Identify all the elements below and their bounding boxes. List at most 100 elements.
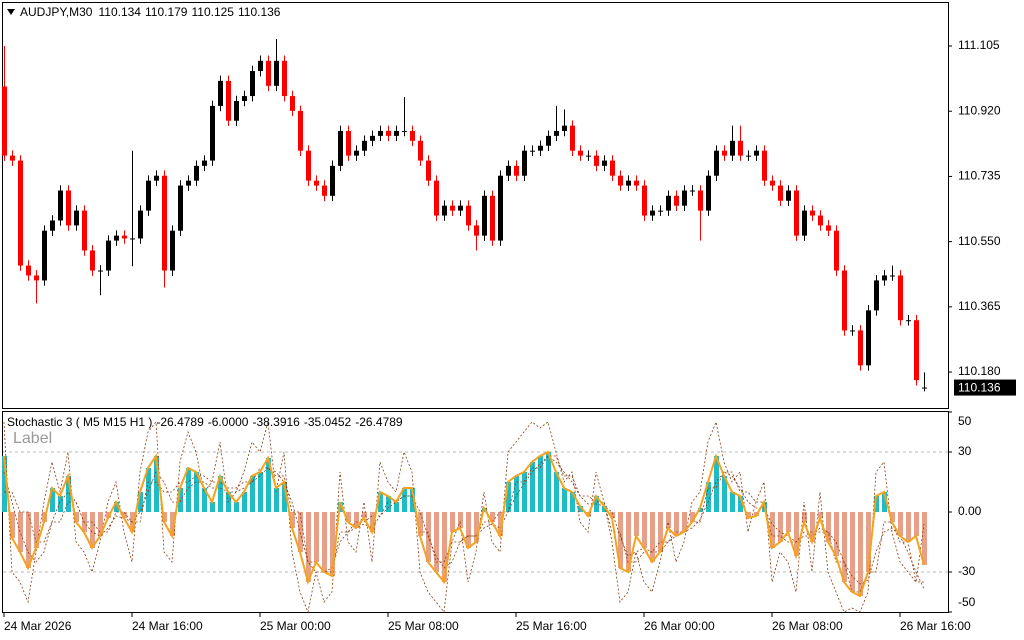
price-tag bbox=[954, 379, 1016, 396]
candle-body bbox=[466, 205, 471, 226]
y-tick-label: 110.365 bbox=[958, 299, 1001, 313]
candle-body bbox=[522, 150, 527, 176]
candle-body bbox=[402, 130, 407, 132]
candle-body bbox=[114, 235, 119, 241]
candle-body bbox=[762, 150, 767, 181]
histogram-bar bbox=[282, 482, 287, 512]
candle-body bbox=[498, 175, 503, 241]
candle-body bbox=[586, 155, 591, 157]
candle-body bbox=[82, 210, 87, 251]
histogram-bar bbox=[114, 502, 119, 512]
candle-body bbox=[18, 160, 23, 266]
histogram-bar bbox=[826, 512, 831, 542]
candle-body bbox=[602, 160, 607, 166]
candle-body bbox=[106, 240, 111, 271]
x-tick-label: 25 Mar 00:00 bbox=[260, 619, 331, 633]
histogram-bar bbox=[810, 512, 815, 542]
histogram-bar bbox=[834, 512, 839, 556]
candle-body bbox=[538, 145, 543, 151]
histogram-bar bbox=[674, 512, 679, 536]
histogram-bar bbox=[714, 456, 719, 512]
candle-body bbox=[666, 195, 671, 211]
x-tick-label: 25 Mar 16:00 bbox=[516, 619, 587, 633]
readout: -38.3916 bbox=[252, 415, 300, 429]
candle-body bbox=[778, 185, 783, 201]
candle-body bbox=[226, 80, 231, 121]
histogram-bar bbox=[690, 512, 695, 522]
candle-body bbox=[626, 180, 631, 186]
candle-body bbox=[842, 270, 847, 331]
histogram-bar bbox=[626, 512, 631, 572]
candle-body bbox=[650, 210, 655, 216]
x-tick-label: 24 Mar 16:00 bbox=[132, 619, 203, 633]
histogram-bar bbox=[514, 476, 519, 512]
candle-body bbox=[698, 190, 703, 211]
x-tick-label: 25 Mar 08:00 bbox=[388, 619, 459, 633]
candle-body bbox=[330, 165, 335, 196]
candle-body bbox=[722, 150, 727, 156]
histogram-bar bbox=[506, 482, 511, 512]
candle-body bbox=[682, 190, 687, 206]
histogram-bar bbox=[34, 512, 39, 548]
candle-body bbox=[418, 140, 423, 161]
candle-body bbox=[442, 205, 447, 216]
candle-body bbox=[474, 225, 479, 236]
readout: -35.0452 bbox=[304, 415, 352, 429]
annotation: Label bbox=[13, 430, 52, 447]
menu-arrow[interactable] bbox=[7, 9, 15, 15]
candle-body bbox=[674, 195, 679, 206]
candle-body bbox=[178, 185, 183, 231]
histogram-bar bbox=[146, 468, 151, 512]
candle-body bbox=[58, 190, 63, 221]
candle-body bbox=[714, 150, 719, 176]
candle-body bbox=[234, 100, 239, 121]
price-tag-label: 110.136 bbox=[958, 381, 1001, 395]
histogram-bar bbox=[314, 512, 319, 562]
candle-body bbox=[610, 160, 615, 176]
histogram-bar bbox=[138, 492, 143, 512]
histogram-bar bbox=[58, 496, 63, 512]
histogram-bar bbox=[10, 512, 15, 538]
histogram-bar bbox=[794, 512, 799, 556]
candle-body bbox=[506, 165, 511, 176]
histogram-bar bbox=[258, 472, 263, 512]
symbol: AUDJPY,M30 bbox=[20, 5, 93, 19]
histogram-bar bbox=[370, 512, 375, 532]
candle-body bbox=[322, 185, 327, 196]
candle-body bbox=[634, 180, 639, 186]
histogram-bar bbox=[338, 502, 343, 512]
indicator-title: Stochastic 3 ( M5 M15 H1 ) bbox=[7, 415, 152, 429]
timeframe-line bbox=[4, 455, 925, 593]
candle-body bbox=[162, 175, 167, 271]
candle-body bbox=[562, 125, 567, 131]
histogram-bar bbox=[394, 502, 399, 512]
candle-body bbox=[202, 160, 207, 166]
histogram-bar bbox=[882, 492, 887, 512]
main-panel bbox=[2, 2, 949, 409]
y-tick-label: 110.180 bbox=[958, 364, 1001, 378]
candle-body bbox=[90, 250, 95, 271]
histogram-bar bbox=[746, 512, 751, 518]
candle-body bbox=[74, 210, 79, 226]
y-tick-label: -30 bbox=[958, 564, 976, 578]
candle-body bbox=[218, 80, 223, 106]
candle-body bbox=[386, 130, 391, 136]
candle-body bbox=[882, 275, 887, 281]
histogram-bar bbox=[250, 476, 255, 512]
candle-body bbox=[906, 320, 911, 322]
histogram-bar bbox=[650, 512, 655, 562]
histogram-bar bbox=[570, 492, 575, 512]
histogram-bar bbox=[738, 496, 743, 512]
candle-body bbox=[554, 130, 559, 136]
candle-body bbox=[290, 96, 295, 111]
candle-body bbox=[138, 210, 143, 239]
histogram-bar bbox=[802, 512, 807, 522]
signal-line bbox=[3, 450, 925, 598]
histogram-bar bbox=[890, 512, 895, 522]
candle-body bbox=[314, 180, 319, 186]
histogram-bar bbox=[922, 512, 927, 565]
candle-body bbox=[578, 150, 583, 156]
candle-body bbox=[242, 96, 247, 101]
histogram-bar bbox=[162, 512, 167, 522]
histogram-bar bbox=[578, 506, 583, 512]
